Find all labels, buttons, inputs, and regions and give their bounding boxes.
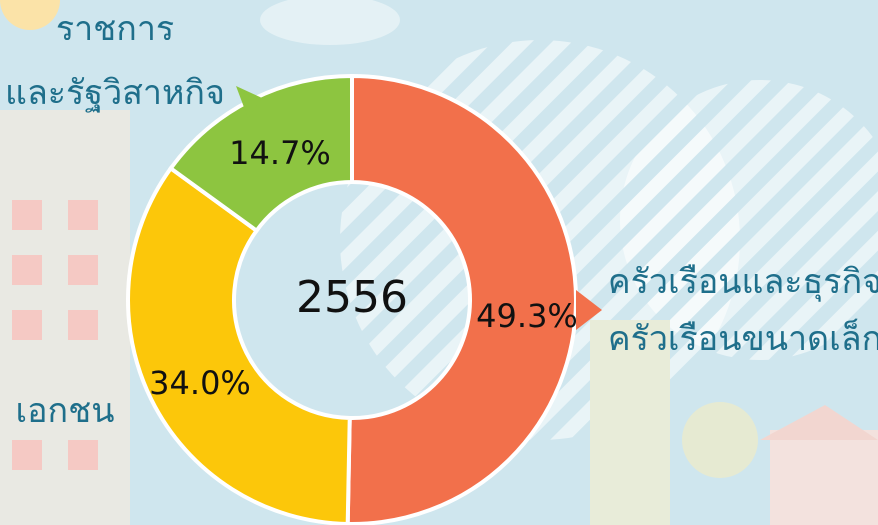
category-label: เอกชน [16, 391, 115, 431]
value-label: 14.7% [229, 134, 331, 172]
value-label: 49.3% [476, 297, 578, 335]
donut-segment [126, 165, 352, 525]
value-label: 34.0% [149, 364, 251, 402]
category-label: ราชการและรัฐวิสาหกิจ [5, 9, 225, 113]
donut-segment [345, 73, 578, 525]
labels: 49.3% ครัวเรือนและธุรกิจครัวเรือนขนาดเล็ก… [5, 9, 878, 431]
center-label: 2556 [296, 272, 408, 323]
pointer-arrows [236, 86, 602, 330]
category-label: ครัวเรือนและธุรกิจครัวเรือนขนาดเล็ก [608, 262, 878, 359]
donut-segment [167, 73, 354, 234]
donut [126, 73, 578, 525]
